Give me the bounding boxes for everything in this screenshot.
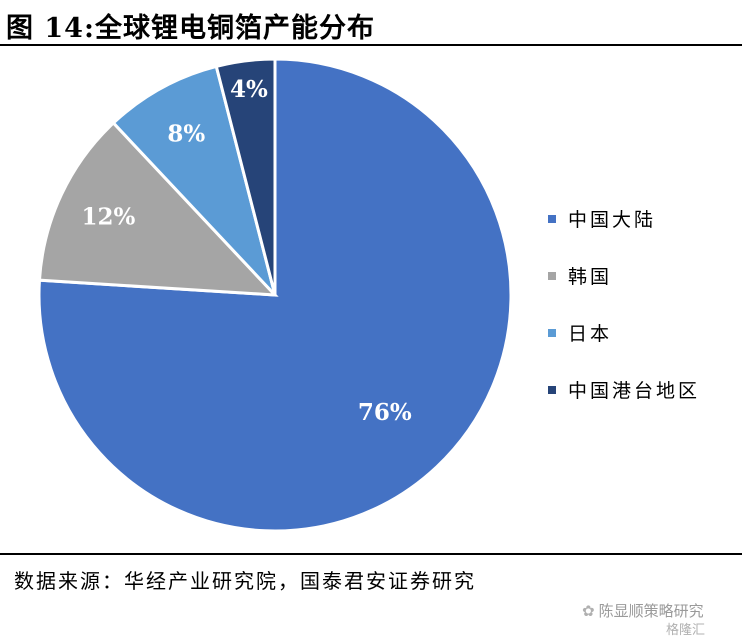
legend-label: 中国港台地区: [568, 380, 701, 402]
legend-swatch: [548, 385, 556, 394]
pie-data-labels: 76% 12% 8% 4%: [82, 76, 412, 426]
legend-item-japan: 日本: [548, 304, 700, 361]
top-divider: [0, 44, 742, 46]
legend: 中国大陆 韩国 日本 中国港台地区: [548, 190, 700, 418]
legend-item-hk-tw: 中国港台地区: [548, 361, 700, 418]
legend-label: 中国大陆: [568, 209, 657, 231]
pie-slice-4: [214, 57, 277, 296]
legend-swatch: [548, 214, 556, 223]
data-label-4: 4%: [230, 76, 268, 103]
watermark: ✿ 陈显顺策略研究: [582, 600, 704, 621]
watermark-logo: 格隆汇: [666, 623, 706, 638]
pie-chart: 76% 12% 8% 4%: [37, 57, 513, 533]
pie-slice-2: [37, 120, 279, 297]
pie-slice-1: [37, 57, 513, 533]
legend-item-mainland: 中国大陆: [548, 190, 700, 247]
data-label-2: 12%: [82, 204, 136, 231]
watermark-text: 陈显顺策略研究: [598, 602, 704, 620]
data-label-3: 8%: [167, 121, 205, 148]
legend-swatch: [548, 271, 556, 280]
pie-slices: [37, 57, 513, 533]
bottom-divider: [0, 553, 742, 555]
wechat-icon: ✿: [582, 602, 595, 620]
legend-swatch: [548, 328, 556, 337]
data-label-1: 76%: [358, 399, 412, 426]
legend-label: 日本: [568, 323, 613, 345]
legend-item-korea: 韩国: [548, 247, 700, 304]
pie-slice-3: [111, 64, 277, 297]
source-note: 数据来源：华经产业研究院，国泰君安证券研究: [14, 569, 476, 593]
chart-title: 图 14:全球锂电铜箔产能分布: [6, 13, 375, 44]
legend-label: 韩国: [568, 266, 613, 288]
